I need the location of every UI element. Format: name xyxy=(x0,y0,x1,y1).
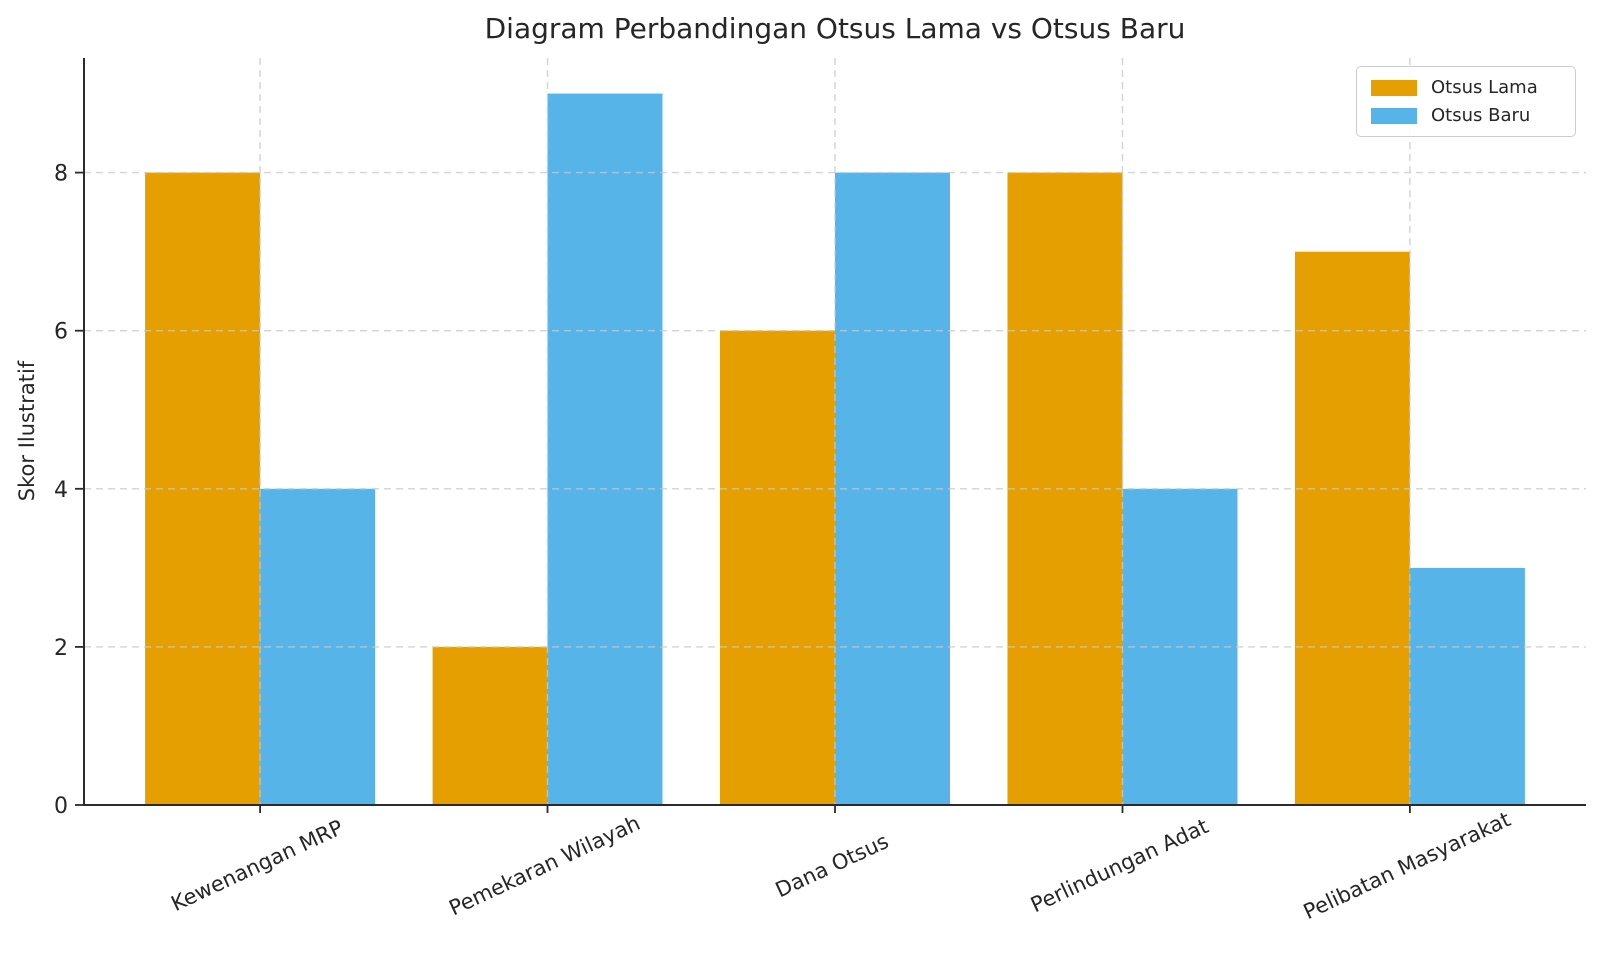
bar-otsus-baru-pemekaran-wilayah xyxy=(547,93,663,806)
x-tick-label-kewenangan-mrp: Kewenangan MRP xyxy=(167,815,346,916)
x-tick-label-pelibatan-masyarakat: Pelibatan Masyarakat xyxy=(1300,807,1514,924)
y-tick-label-0: 0 xyxy=(54,794,68,819)
y-tick-label-4: 4 xyxy=(54,478,68,503)
x-tick-label-pemekaran-wilayah: Pemekaran Wilayah xyxy=(445,811,643,921)
bar-otsus-lama-pemekaran-wilayah xyxy=(432,646,548,805)
legend-swatch-otsus-baru xyxy=(1371,107,1417,124)
legend-swatch-otsus-lama xyxy=(1371,79,1417,96)
y-tick-label-8: 8 xyxy=(54,162,68,187)
y-tick-label-6: 6 xyxy=(54,320,68,345)
legend-item-otsus-baru: Otsus Baru xyxy=(1371,105,1561,126)
legend-label-otsus-lama: Otsus Lama xyxy=(1431,77,1538,98)
bar-otsus-lama-dana-otsus xyxy=(720,330,835,805)
x-tick-label-dana-otsus: Dana Otsus xyxy=(772,829,893,902)
bar-otsus-baru-pelibatan-masyarakat xyxy=(1409,567,1525,805)
x-tick-label-perlindungan-adat: Perlindungan Adat xyxy=(1027,814,1212,917)
legend-label-otsus-baru: Otsus Baru xyxy=(1431,105,1531,126)
legend: Otsus Lama Otsus Baru xyxy=(1356,66,1576,137)
y-tick-label-2: 2 xyxy=(54,636,68,661)
bar-otsus-lama-pelibatan-masyarakat xyxy=(1294,251,1410,805)
legend-item-otsus-lama: Otsus Lama xyxy=(1371,77,1561,98)
chart-title: Diagram Perbandingan Otsus Lama vs Otsus… xyxy=(484,12,1186,45)
